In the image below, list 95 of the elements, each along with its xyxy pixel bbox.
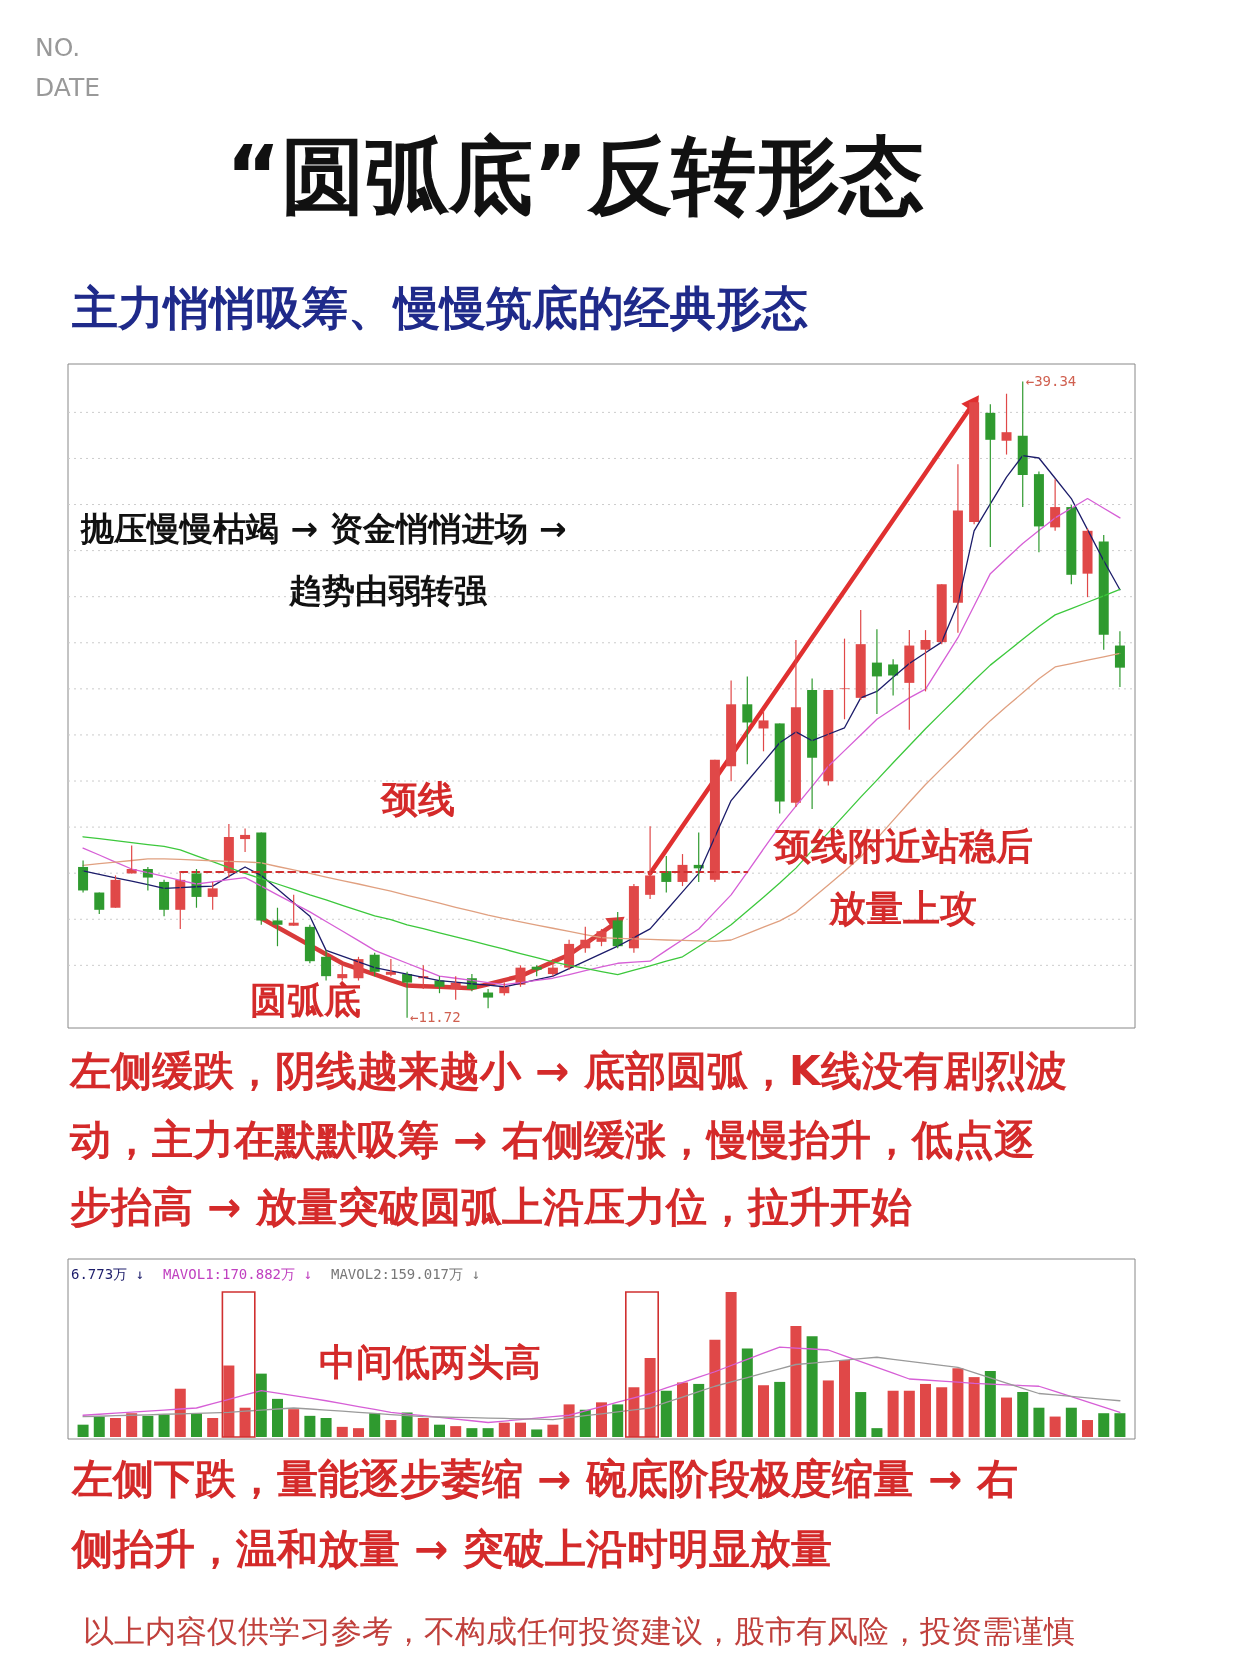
candlestick xyxy=(272,907,283,947)
text: MAVOL1:170.882万 ↓ xyxy=(163,1266,312,1282)
bar xyxy=(952,1368,964,1437)
bar xyxy=(920,1383,932,1437)
bar xyxy=(93,1416,105,1437)
bar xyxy=(596,1402,607,1437)
bar xyxy=(369,1413,381,1437)
text: 动，主力在默默吸筹 → 右侧缓涨，慢慢抬升，低点逐 xyxy=(69,1116,1035,1164)
bar xyxy=(288,1409,300,1437)
annotation: ←39.34 xyxy=(1025,372,1077,389)
bar xyxy=(207,1418,219,1437)
bar xyxy=(320,1418,332,1437)
bar xyxy=(433,1424,445,1437)
candlestick xyxy=(288,894,299,927)
candlestick xyxy=(207,881,218,911)
bar xyxy=(109,1418,121,1437)
bar xyxy=(806,1336,818,1437)
bar xyxy=(903,1390,915,1437)
bar xyxy=(774,1381,786,1437)
bar xyxy=(693,1383,705,1437)
chart-title: “圆弧底”反转形态 xyxy=(225,127,925,225)
bar xyxy=(531,1429,543,1437)
bar xyxy=(855,1392,867,1437)
bar xyxy=(822,1380,834,1437)
annotation: 趋势由弱转强 xyxy=(288,571,488,610)
bar xyxy=(352,1428,364,1437)
text: 左侧缓跌，阴线越来越小 → 底部圆弧，K线没有剧烈波 xyxy=(69,1047,1067,1095)
bar xyxy=(579,1409,591,1437)
candlestick xyxy=(920,629,931,692)
bar xyxy=(304,1415,316,1437)
bar xyxy=(1001,1397,1013,1437)
bar xyxy=(1082,1420,1094,1437)
text: 以上内容仅供学习参考，不构成任何投资建议，股市有风险，投资需谨慎 xyxy=(83,1613,1075,1649)
bar xyxy=(1114,1413,1126,1437)
bar xyxy=(223,1365,235,1437)
annotation: 颈线 xyxy=(379,778,455,821)
bar xyxy=(126,1413,138,1437)
bar xyxy=(466,1428,478,1437)
candlestick xyxy=(985,403,996,548)
bar xyxy=(190,1413,202,1437)
bar xyxy=(514,1422,526,1437)
annotation: 颈线附近站稳后 xyxy=(771,825,1033,868)
bar xyxy=(563,1404,575,1437)
bar xyxy=(255,1373,267,1437)
bar xyxy=(142,1415,154,1437)
bar xyxy=(936,1387,948,1437)
candlestick xyxy=(110,874,121,909)
bar xyxy=(1017,1392,1029,1437)
bar xyxy=(984,1371,996,1437)
annotation: 放量上攻 xyxy=(828,887,977,930)
annotation: ←11.72 xyxy=(410,1008,461,1025)
bar xyxy=(612,1404,624,1437)
candlestick xyxy=(839,638,850,720)
text: DATE xyxy=(35,73,101,102)
bar xyxy=(271,1398,283,1437)
bar xyxy=(482,1428,494,1437)
text: MAVOL2:159.017万 ↓ xyxy=(331,1266,480,1282)
chart-subtitle: 主力悄悄吸筹、慢慢筑底的经典形态 xyxy=(72,281,808,335)
bar xyxy=(709,1339,721,1437)
bar xyxy=(644,1357,656,1437)
bar xyxy=(1049,1416,1061,1437)
bar xyxy=(1065,1407,1077,1437)
bar xyxy=(417,1418,429,1437)
bar xyxy=(725,1292,737,1437)
bar xyxy=(77,1424,89,1437)
annotation: 抛压慢慢枯竭 → 资金悄悄进场 → xyxy=(80,509,567,548)
bar xyxy=(677,1382,689,1437)
bar xyxy=(1098,1413,1110,1437)
bar xyxy=(174,1388,186,1437)
bar xyxy=(498,1422,510,1437)
bar xyxy=(158,1414,170,1437)
text: 步抬高 → 放量突破圆弧上沿压力位，拉升开始 xyxy=(70,1183,912,1231)
text: NO. xyxy=(35,33,81,62)
bar xyxy=(758,1385,770,1437)
bar xyxy=(401,1412,413,1437)
bar xyxy=(336,1426,348,1437)
bar xyxy=(790,1326,802,1437)
bar xyxy=(239,1407,251,1437)
bar xyxy=(1033,1407,1045,1437)
bar xyxy=(450,1426,462,1437)
bar xyxy=(887,1390,899,1437)
annotation: 中间低两头高 xyxy=(319,1341,541,1384)
candlestick xyxy=(1001,393,1012,456)
bar xyxy=(839,1360,851,1437)
text: 6.773万 ↓ xyxy=(71,1266,145,1282)
bar xyxy=(628,1387,640,1437)
bar xyxy=(547,1424,559,1437)
bar xyxy=(385,1420,397,1437)
bar xyxy=(660,1390,672,1437)
bar xyxy=(741,1348,753,1437)
text: 侧抬升，温和放量 → 突破上沿时明显放量 xyxy=(70,1525,832,1573)
text: 左侧下跌，量能逐步萎缩 → 碗底阶段极度缩量 → 右 xyxy=(71,1455,1018,1503)
bar xyxy=(968,1377,980,1437)
bar xyxy=(871,1428,883,1437)
annotation: 圆弧底 xyxy=(249,979,361,1022)
